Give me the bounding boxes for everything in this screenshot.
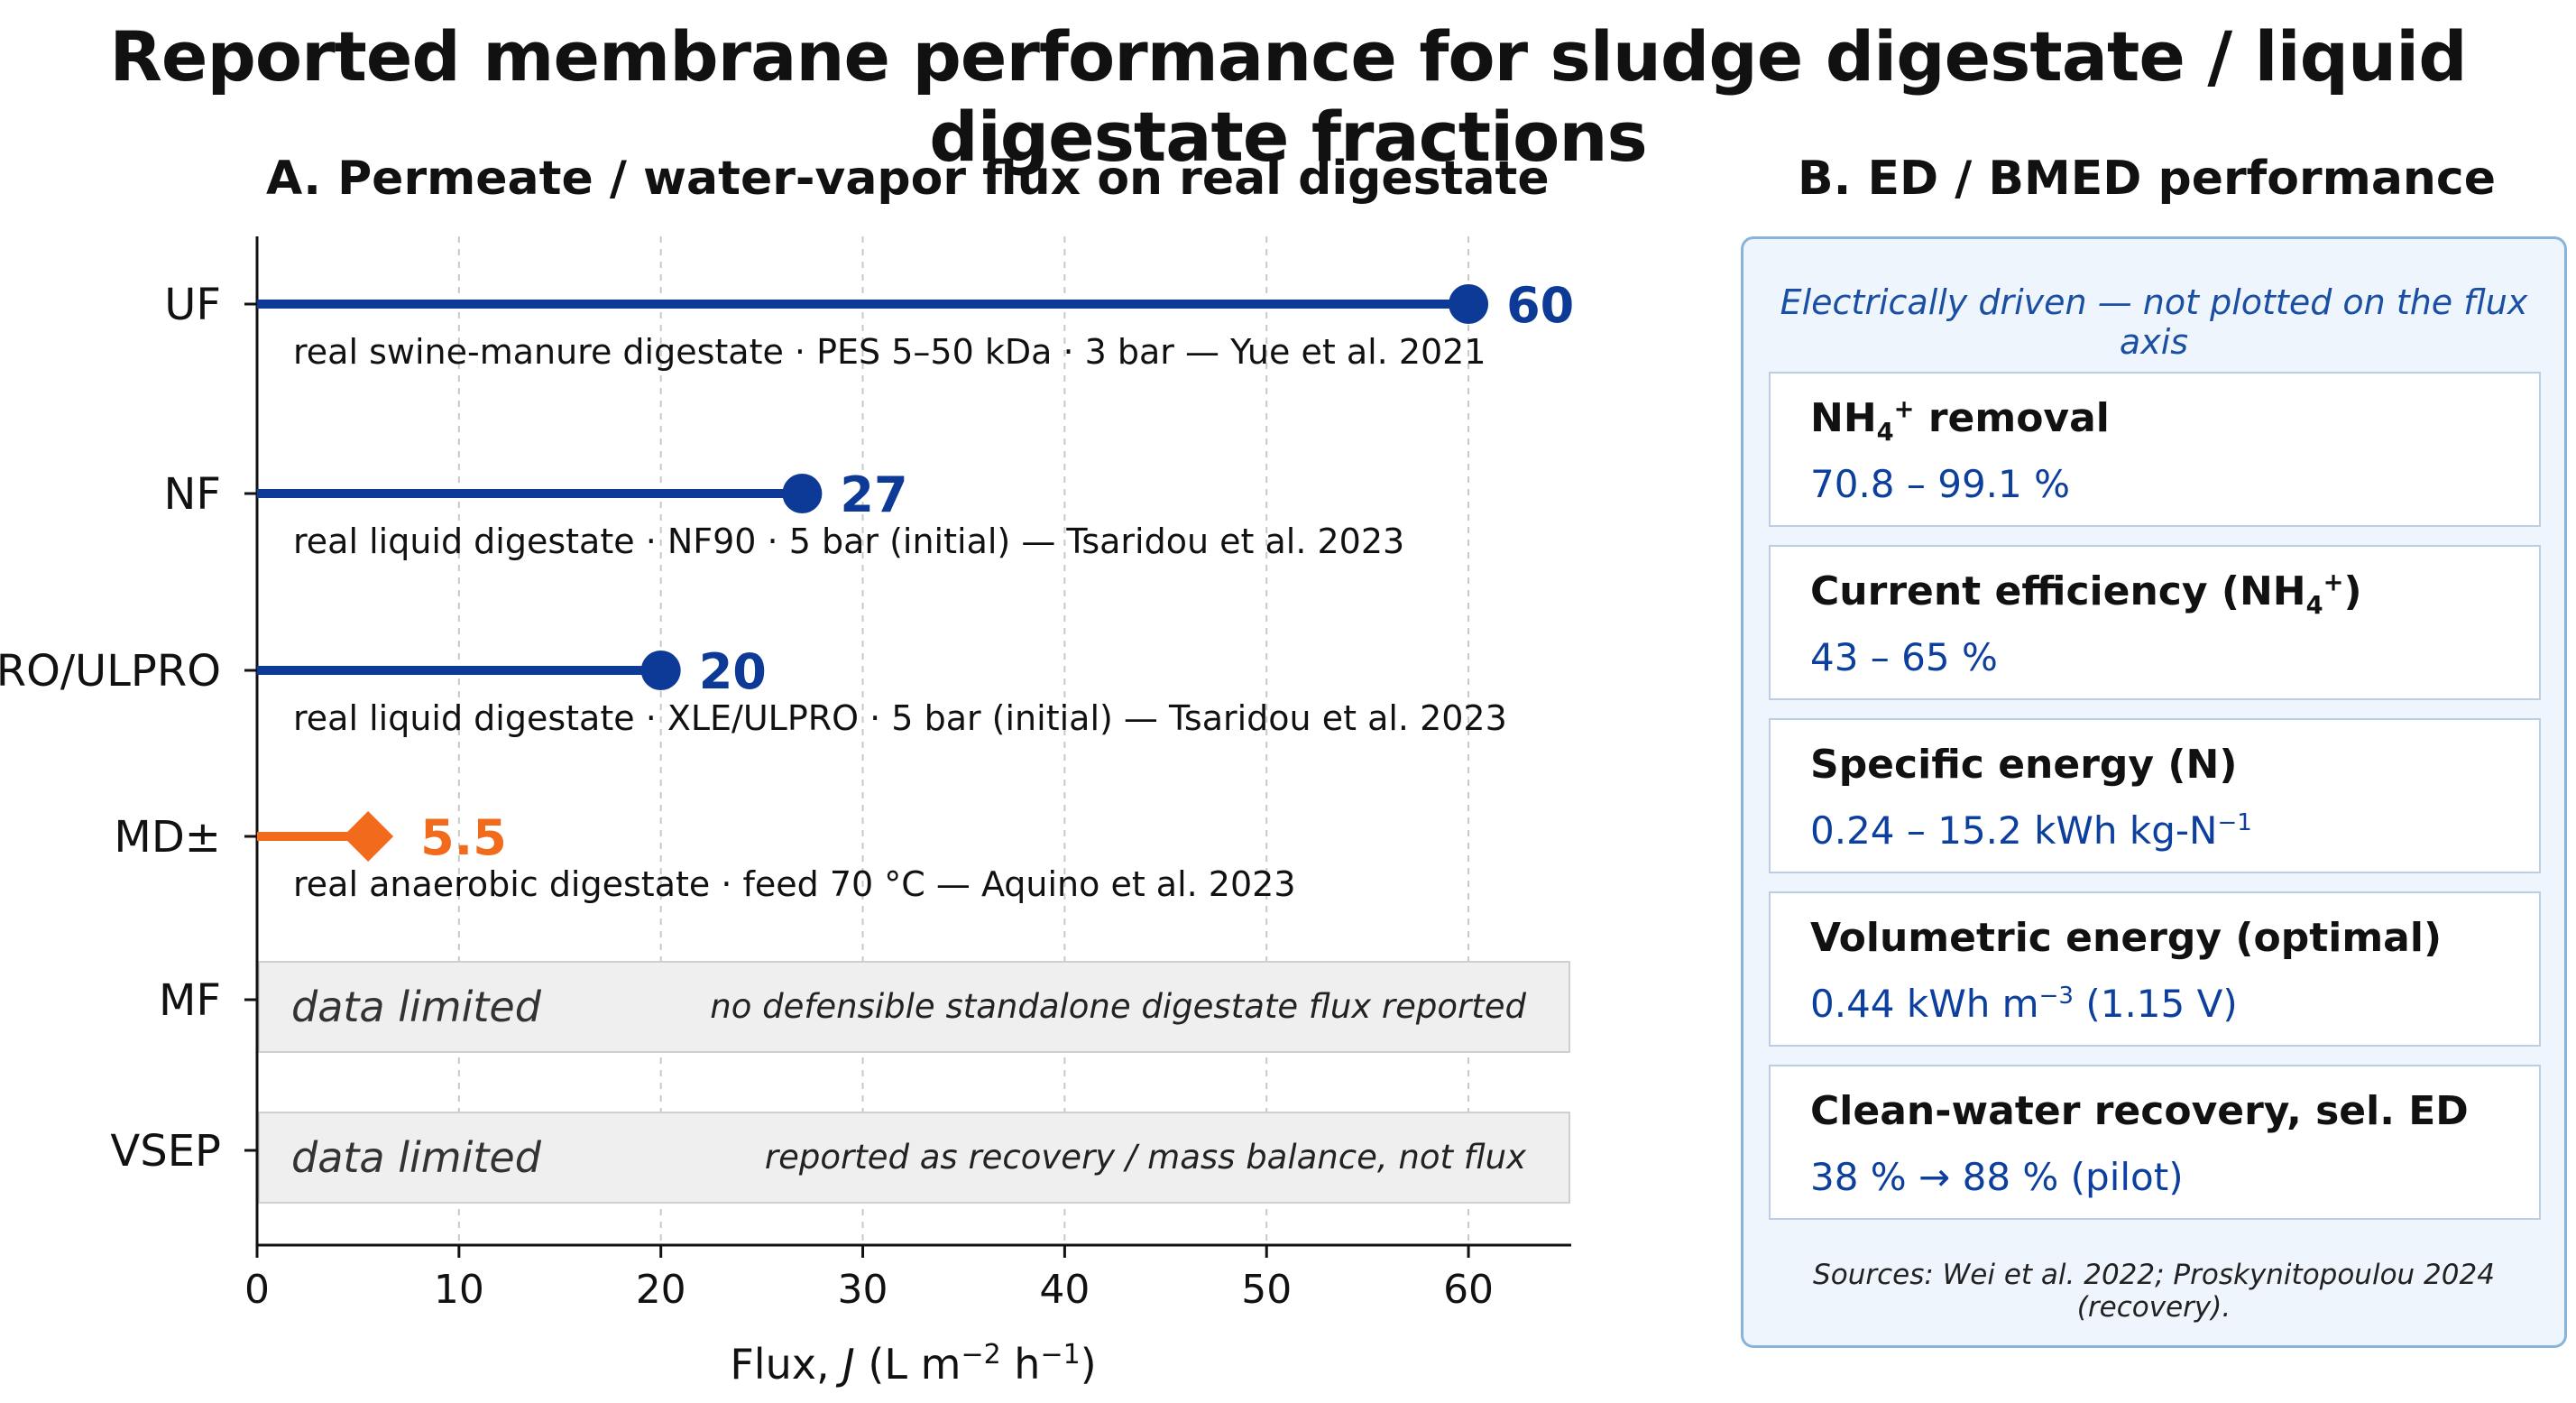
flux-marker [640,651,681,690]
data-limited-band [258,961,1570,1053]
data-limited-band [258,1112,1570,1204]
x-tick-label: 10 [434,1267,484,1313]
panel-b-title: B. ED / BMED performance [1797,152,2497,206]
value-label: 60 [1506,277,1574,334]
panel-b-note: Electrically driven — not plotted on the… [1780,282,2528,362]
metric-card-specific-energy: Specific energy (N) 0.24 – 15.2 kWh kg-N… [1769,718,2541,873]
metric-label: Volumetric energy (optimal) [1810,915,2443,961]
metric-card-current-efficiency: Current efficiency (NH4+) 43 – 65 % [1769,545,2541,700]
flux-marker [782,474,823,513]
flux-marker [1449,284,1489,324]
category-label: NF [163,469,221,520]
metric-card-clean-water-recovery: Clean-water recovery, sel. ED 38 % → 88 … [1769,1065,2541,1220]
value-label: 27 [840,466,907,523]
category-label: RO/ULPRO [0,646,221,697]
value-label: 5.5 [420,809,507,866]
panel-a-title: A. Permeate / water-vapor flux on real d… [266,152,1550,206]
flux-chart: data limited no defensible standalone dig… [0,236,1574,1389]
category-label: MF [159,975,221,1026]
metric-card-volumetric-energy: Volumetric energy (optimal) 0.44 kWh m−3… [1769,891,2541,1047]
panel-b-sources: Sources: Wei et al. 2022; Proskynitopoul… [1813,1259,2495,1324]
data-limited-note: reported as recovery / mass balance, not… [765,1138,1527,1177]
metric-label: Clean-water recovery, sel. ED [1810,1088,2469,1134]
x-tick-label: 30 [838,1267,888,1313]
x-axis-label: Flux, J (L m−2 h−1) [730,1339,1096,1389]
row-annotation: real anaerobic digestate · feed 70 °C — … [293,864,1296,904]
x-tick-label: 0 [244,1267,270,1313]
main-title: Reported membrane performance for sludge… [109,16,2467,177]
data-limited-label: data limited [291,983,542,1031]
row-annotation: real liquid digestate · NF90 · 5 bar (in… [293,522,1404,561]
metric-label: NH4+ removal [1810,395,2110,447]
data-limited-note: no defensible standalone digestate flux … [710,987,1526,1026]
metric-label: Current efficiency (NH4+) [1810,568,2362,620]
x-tick-label: 40 [1039,1267,1090,1313]
metric-value: 70.8 – 99.1 % [1810,462,2070,506]
metric-value: 43 – 65 % [1810,635,1998,679]
category-label: VSEP [110,1126,221,1177]
metric-value: 0.44 kWh m−3 (1.15 V) [1810,982,2238,1026]
x-tick-label: 20 [636,1267,686,1313]
metric-label: Specific energy (N) [1810,742,2238,788]
x-tick-label: 60 [1443,1267,1494,1313]
metric-card-nh4-removal: NH4+ removal 70.8 – 99.1 % [1769,372,2541,527]
ed-bmed-panel: Electrically driven — not plotted on the… [1741,236,2567,1348]
data-limited-label: data limited [291,1133,542,1182]
row-annotation: real swine-manure digestate · PES 5–50 k… [293,332,1486,372]
category-label: UF [164,280,221,330]
metric-value: 0.24 – 15.2 kWh kg-N−1 [1810,808,2252,853]
category-label: MD± [114,812,221,863]
row-annotation: real liquid digestate · XLE/ULPRO · 5 ba… [293,698,1507,738]
flux-marker [343,811,394,862]
x-tick-label: 50 [1241,1267,1292,1313]
metric-value: 38 % → 88 % (pilot) [1810,1155,2184,1199]
value-label: 20 [699,643,767,700]
